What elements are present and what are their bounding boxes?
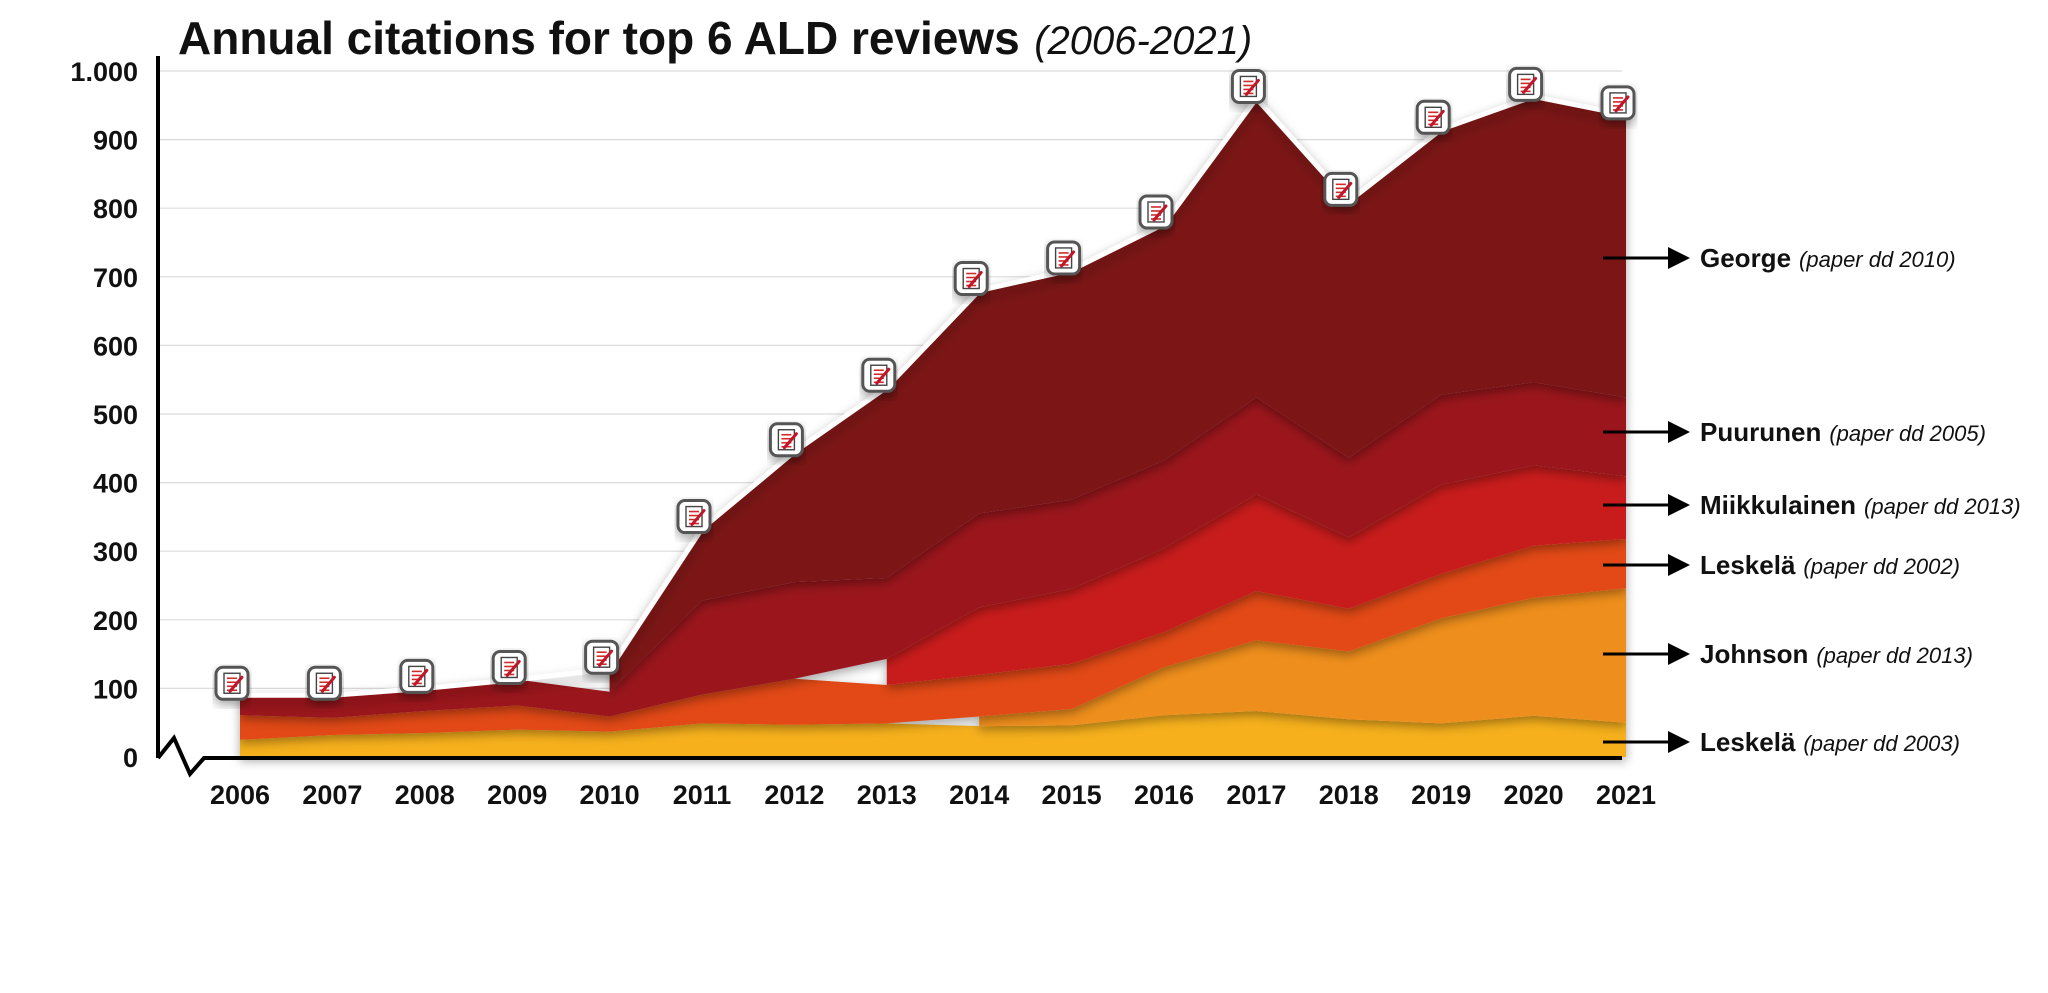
x-tick-label: 2018 xyxy=(1319,780,1379,810)
x-tick-label: 2021 xyxy=(1596,780,1656,810)
x-tick-label: 2020 xyxy=(1504,780,1564,810)
chart-title-sub: (2006-2021) xyxy=(1034,19,1252,63)
legend-series-note: (paper dd 2010) xyxy=(1799,247,1956,272)
x-tick-label: 2006 xyxy=(210,780,270,810)
x-axis-line-break xyxy=(156,734,1622,778)
paper-icon xyxy=(399,658,435,694)
paper-icon xyxy=(491,649,527,685)
y-tick-label: 500 xyxy=(93,400,138,430)
area-series xyxy=(240,96,1626,757)
total-citations-line xyxy=(240,93,1627,698)
legend-series-name: Puurunen xyxy=(1700,417,1821,447)
legend-entry: Leskelä (paper dd 2002) xyxy=(1603,550,1960,580)
y-tick-label: 400 xyxy=(93,469,138,499)
legend-arrow-head xyxy=(1668,421,1690,443)
legend: George (paper dd 2010) Puurunen (paper dd 2… xyxy=(1603,243,2021,757)
legend-label: Puurunen (paper dd 2005) xyxy=(1700,417,1986,447)
legend-label: Leskelä (paper dd 2003) xyxy=(1700,727,1960,757)
y-tick-label: 300 xyxy=(93,537,138,567)
axes xyxy=(156,56,1622,778)
x-tick-label: 2014 xyxy=(949,780,1009,810)
x-tick-label: 2015 xyxy=(1042,780,1102,810)
area-series-2 xyxy=(979,588,1626,727)
legend-series-note: (paper dd 2013) xyxy=(1864,494,2021,519)
x-tick-label: 2008 xyxy=(395,780,455,810)
total-line xyxy=(240,93,1627,698)
legend-arrow-head xyxy=(1668,494,1690,516)
paper-icon xyxy=(1046,240,1082,276)
y-tick-label: 900 xyxy=(93,126,138,156)
x-tick-label: 2010 xyxy=(580,780,640,810)
legend-entry: Miikkulainen (paper dd 2013) xyxy=(1603,490,2021,520)
x-tick-label: 2016 xyxy=(1134,780,1194,810)
legend-entry: Leskelä (paper dd 2003) xyxy=(1603,727,1960,757)
y-tick-label: 800 xyxy=(93,194,138,224)
legend-series-name: Leskelä xyxy=(1700,727,1796,757)
paper-icon xyxy=(861,357,897,393)
legend-series-name: George xyxy=(1700,243,1791,273)
area-series-6 xyxy=(609,96,1626,692)
legend-series-name: Leskelä xyxy=(1700,550,1796,580)
paper-icon xyxy=(676,499,712,535)
y-tick-label: 200 xyxy=(93,606,138,636)
paper-icon xyxy=(1230,68,1266,104)
x-tick-label: 2012 xyxy=(764,780,824,810)
legend-entry: George (paper dd 2010) xyxy=(1603,243,1956,273)
chart-title-main: Annual citations for top 6 ALD reviews xyxy=(178,12,1020,64)
legend-label: Miikkulainen (paper dd 2013) xyxy=(1700,490,2021,520)
x-tick-label: 2019 xyxy=(1411,780,1471,810)
y-tick-label: 700 xyxy=(93,263,138,293)
legend-label: George (paper dd 2010) xyxy=(1700,243,1956,273)
paper-markers xyxy=(214,66,1636,701)
legend-series-note: (paper dd 2002) xyxy=(1803,554,1960,579)
paper-icon xyxy=(1508,66,1544,102)
y-tick-label: 1.000 xyxy=(70,57,138,87)
legend-entry: Puurunen (paper dd 2005) xyxy=(1603,417,1986,447)
y-axis-ticks: 0 100 200 300 400 500 600 700 800 900 1.000 xyxy=(70,57,138,773)
legend-series-name: Miikkulainen xyxy=(1700,490,1856,520)
x-tick-label: 2017 xyxy=(1226,780,1286,810)
legend-label: Johnson (paper dd 2013) xyxy=(1700,639,1973,669)
paper-icon xyxy=(953,261,989,297)
legend-arrow-head xyxy=(1668,731,1690,753)
legend-arrow-head xyxy=(1668,643,1690,665)
legend-series-note: (paper dd 2003) xyxy=(1803,731,1960,756)
legend-series-note: (paper dd 2013) xyxy=(1816,643,1973,668)
x-tick-label: 2011 xyxy=(673,780,732,810)
legend-series-name: Johnson xyxy=(1700,639,1808,669)
x-tick-label: 2009 xyxy=(487,780,547,810)
x-axis-ticks: 2006 2007 2008 2009 2010 2011 2012 2013 2014 2015… xyxy=(210,780,1656,810)
y-tick-label: 600 xyxy=(93,331,138,361)
legend-label: Leskelä (paper dd 2002) xyxy=(1700,550,1960,580)
paper-icon xyxy=(768,422,804,458)
paper-icon xyxy=(1600,85,1636,121)
legend-arrow-head xyxy=(1668,247,1690,269)
paper-icon xyxy=(584,639,620,675)
paper-icon xyxy=(214,665,250,701)
x-tick-label: 2013 xyxy=(857,780,917,810)
x-tick-label: 2007 xyxy=(302,780,362,810)
y-tick-label: 100 xyxy=(93,674,138,704)
paper-icon xyxy=(1323,171,1359,207)
legend-entry: Johnson (paper dd 2013) xyxy=(1603,639,1973,669)
y-tick-label: 0 xyxy=(123,743,138,773)
paper-icon xyxy=(1415,99,1451,135)
area-series-4 xyxy=(886,465,1626,685)
area-series-5 xyxy=(240,382,1626,718)
area-series-3 xyxy=(240,538,1626,740)
paper-icon xyxy=(306,665,342,701)
legend-series-note: (paper dd 2005) xyxy=(1829,421,1986,446)
paper-icon xyxy=(1138,194,1174,230)
chart-title: Annual citations for top 6 ALD reviews (… xyxy=(178,12,1252,64)
legend-arrow-head xyxy=(1668,554,1690,576)
area-series-1 xyxy=(240,711,1626,757)
